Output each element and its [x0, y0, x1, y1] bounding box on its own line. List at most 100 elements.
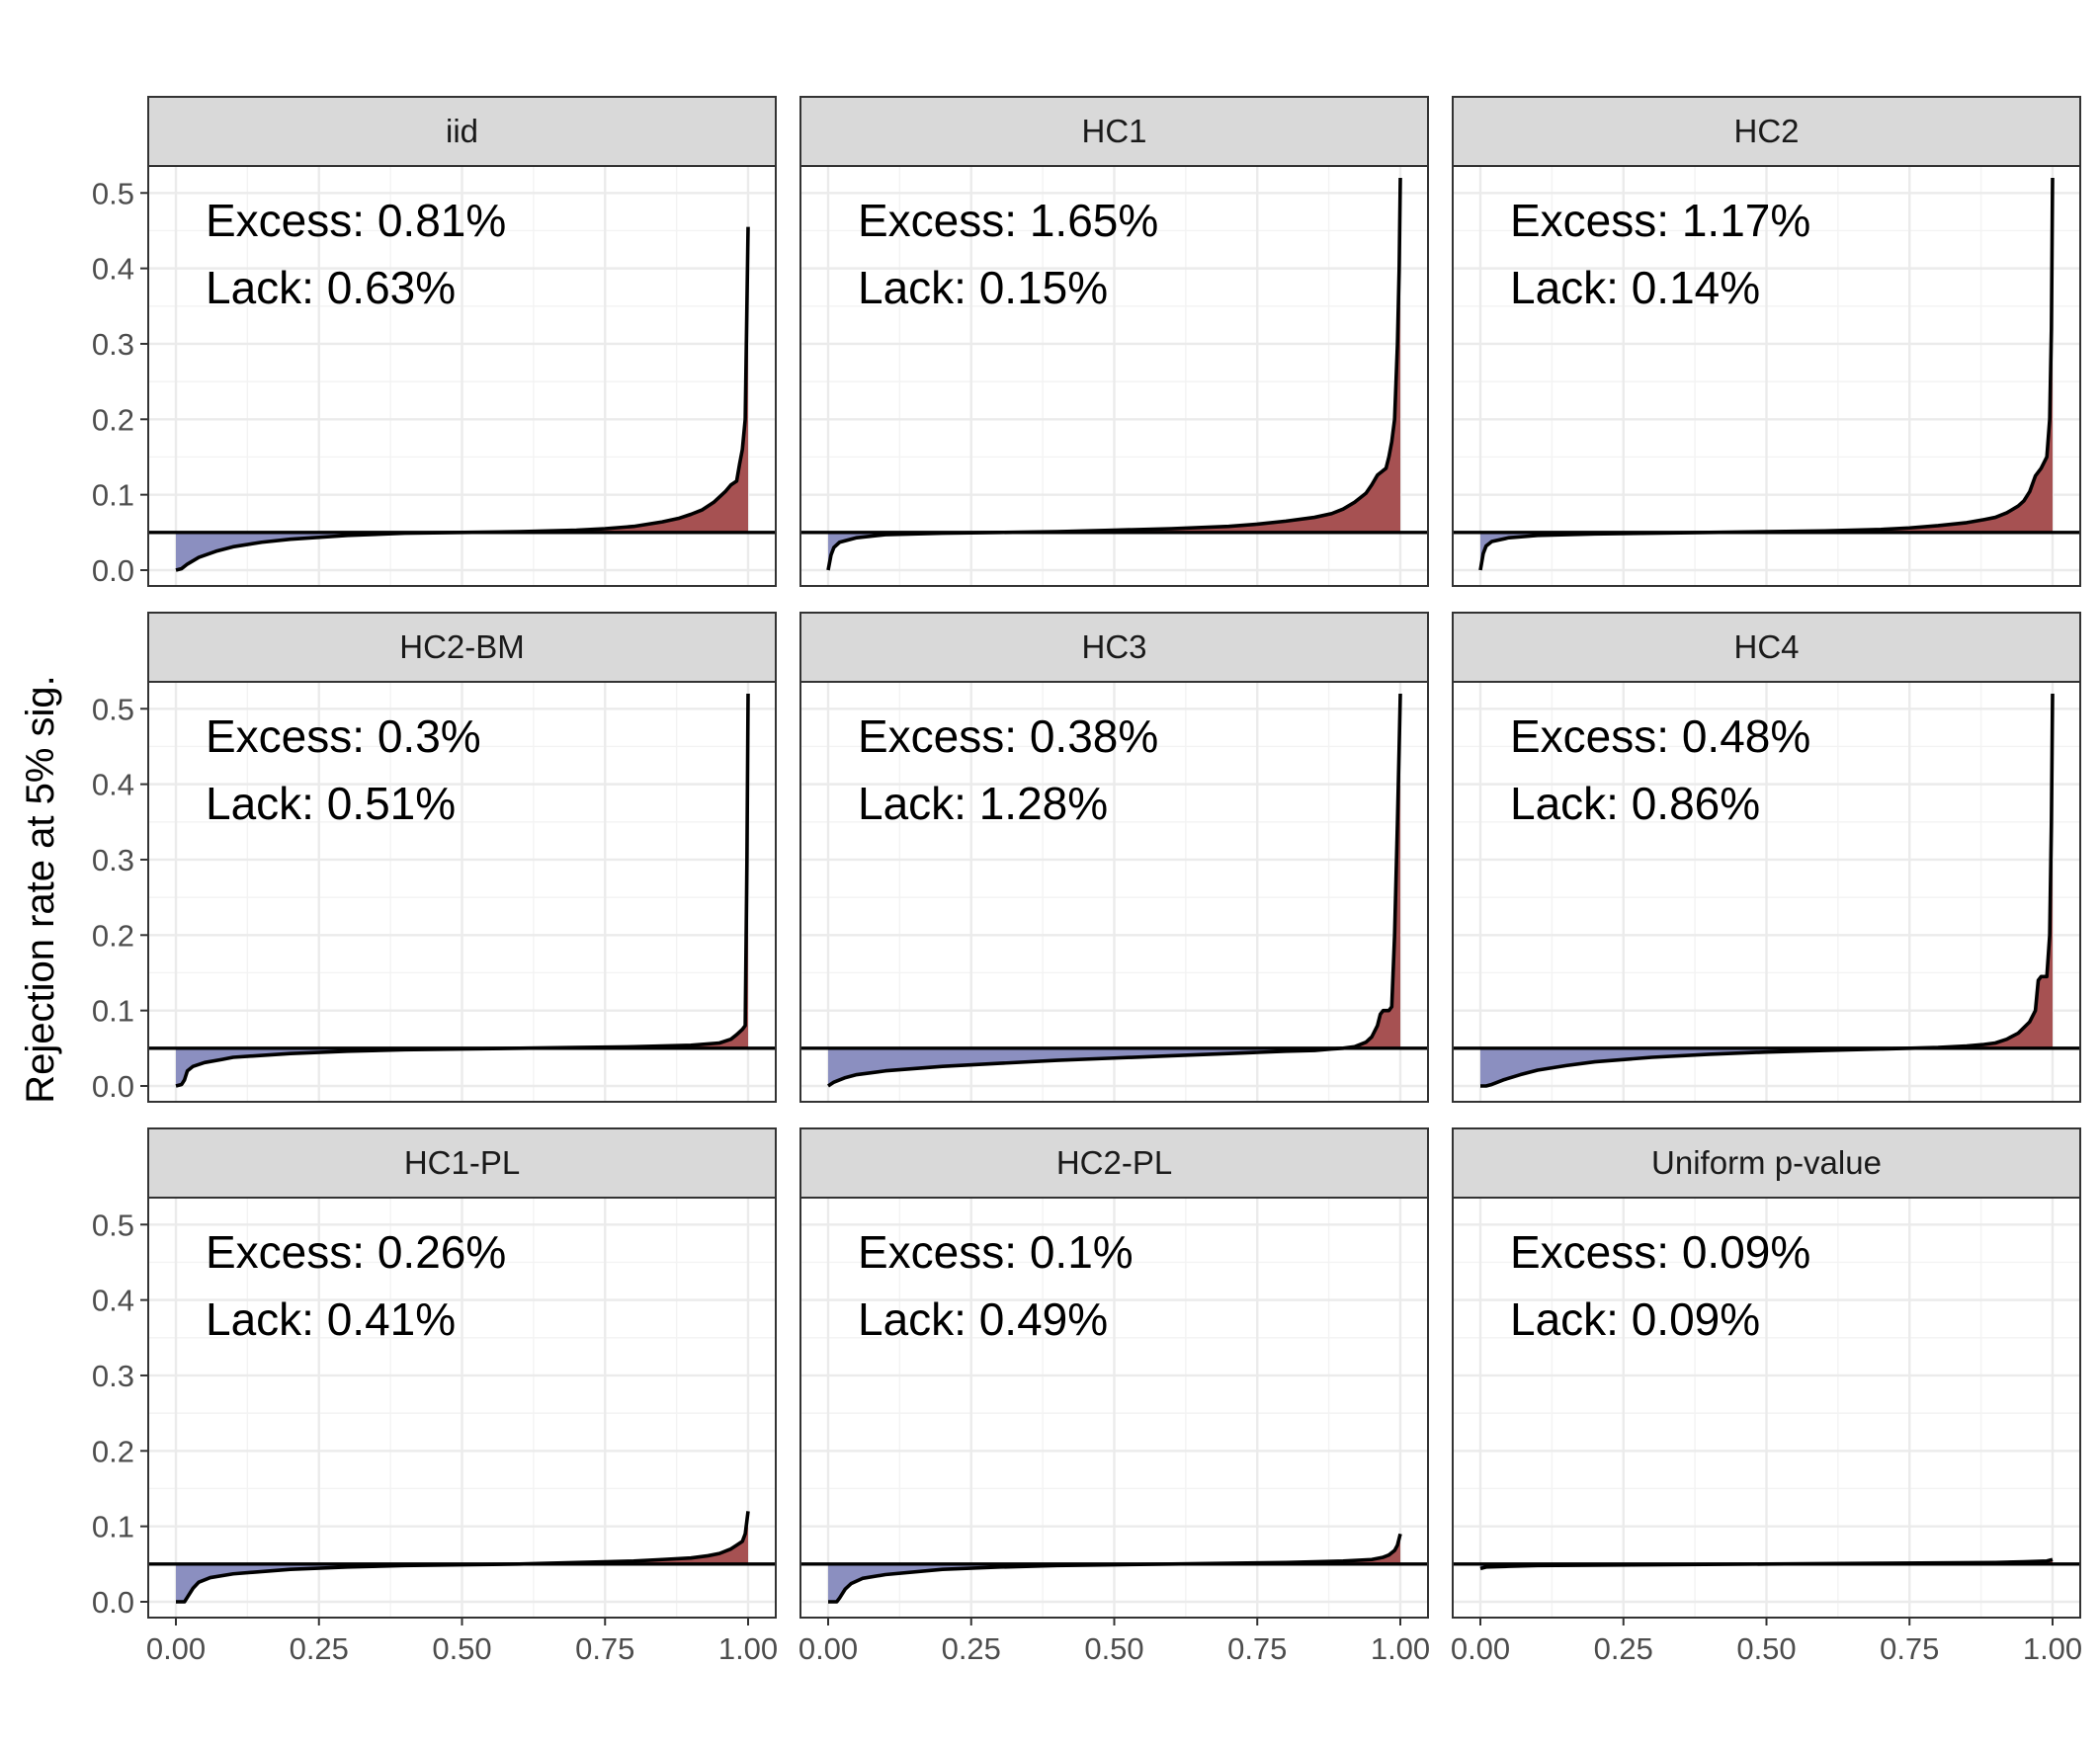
panel-hc3: HC3 Excess: 0.38% Lack: 1.28% — [799, 612, 1429, 1103]
y-tick-label: 0.3 — [92, 327, 134, 362]
panel-iid: iid Excess: 0.81% Lack: 0.63% 0.0 0.1 0.2 0.3 0… — [92, 96, 777, 588]
excess-area — [462, 226, 748, 533]
y-tick-label: 0.5 — [92, 692, 134, 726]
panel-hc1-pl: HC1-PL Excess: 0.26% Lack: 0.41% 0.0 0.1 0.2 0… — [92, 1127, 778, 1666]
x-tick-label: 1.00 — [1371, 1631, 1430, 1666]
lack-annotation: Lack: 0.49% — [858, 1293, 1108, 1345]
y-tick-label: 0.2 — [92, 918, 134, 953]
lack-area — [1480, 532, 1710, 570]
lack-area — [1480, 1047, 1882, 1086]
facet-strip — [1452, 96, 2081, 167]
panel-border — [1452, 165, 2081, 587]
facet-strip — [147, 612, 777, 683]
x-tick-label: 0.25 — [942, 1631, 1001, 1666]
excess-annotation: Excess: 0.3% — [206, 710, 481, 762]
y-tick-label: 0.1 — [92, 994, 134, 1029]
rejection-rate-curve — [1478, 177, 2055, 571]
facet-strip-label: Uniform p-value — [1651, 1144, 1882, 1181]
lack-annotation: Lack: 0.63% — [206, 262, 456, 313]
facet-strip-label: HC4 — [1733, 628, 1799, 665]
rejection-rate-curve — [1479, 1557, 2054, 1571]
rejection-rate-curve — [827, 693, 1402, 1088]
y-tick-label: 0.0 — [92, 1585, 134, 1620]
excess-area — [1938, 694, 2053, 1048]
excess-annotation: Excess: 0.1% — [858, 1226, 1134, 1278]
facet-strip-label: HC2-PL — [1056, 1144, 1172, 1181]
panel-border — [147, 165, 777, 587]
lack-area — [176, 1047, 520, 1086]
lack-annotation: Lack: 1.28% — [858, 778, 1108, 829]
y-tick-label: 0.5 — [92, 176, 134, 210]
panel-border — [799, 165, 1429, 587]
lack-area — [176, 532, 462, 570]
x-tick-label: 0.00 — [146, 1631, 206, 1666]
lack-annotation: Lack: 0.14% — [1510, 262, 1760, 313]
excess-area — [519, 1511, 748, 1564]
lack-annotation: Lack: 0.86% — [1510, 778, 1760, 829]
excess-annotation: Excess: 0.48% — [1510, 710, 1810, 762]
y-tick-label: 0.4 — [92, 252, 134, 287]
x-tick-label: 0.25 — [1594, 1631, 1653, 1666]
excess-annotation: Excess: 1.65% — [858, 195, 1158, 246]
facet-panels: iid Excess: 0.81% Lack: 0.63% 0.0 0.1 0.2 0.3 0… — [92, 96, 2082, 1666]
rejection-rate-curve — [176, 1511, 750, 1604]
gridlines — [800, 166, 1428, 586]
rejection-rate-curve — [1480, 693, 2055, 1088]
y-axis-title: Rejection rate at 5% sig. — [19, 675, 62, 1104]
x-tick-label: 0.25 — [290, 1631, 349, 1666]
lack-annotation: Lack: 0.09% — [1510, 1293, 1760, 1345]
panel-hc2-pl: HC2-PL Excess: 0.1% Lack: 0.49% 0.00 0.25 0.5… — [798, 1127, 1430, 1666]
rejection-rate-curve — [175, 226, 750, 572]
gridlines — [148, 1198, 776, 1618]
excess-annotation: Excess: 0.81% — [206, 195, 506, 246]
x-tick-label: 0.50 — [1084, 1631, 1143, 1666]
gridlines — [1453, 166, 2080, 586]
facet-strip-label: iid — [446, 113, 478, 149]
gridlines — [1453, 682, 2080, 1102]
gridlines — [800, 1198, 1428, 1618]
excess-annotation: Excess: 0.26% — [206, 1226, 506, 1278]
x-tick-label: 0.50 — [432, 1631, 491, 1666]
x-tick-label: 0.75 — [1880, 1631, 1939, 1666]
y-tick-label: 0.2 — [92, 402, 134, 437]
y-tick-label: 0.4 — [92, 768, 134, 802]
x-tick-label: 0.50 — [1736, 1631, 1796, 1666]
rejection-rate-curve — [828, 1533, 1402, 1604]
excess-area — [1343, 694, 1400, 1048]
gridlines — [148, 682, 776, 1102]
y-tick-label: 0.4 — [92, 1284, 134, 1318]
facet-strip-label: HC1-PL — [404, 1144, 520, 1181]
lack-annotation: Lack: 0.51% — [206, 778, 456, 829]
panel-hc1: HC1 Excess: 1.65% Lack: 0.15% — [799, 96, 1429, 587]
excess-annotation: Excess: 0.09% — [1510, 1226, 1810, 1278]
x-tick-label: 0.00 — [798, 1631, 858, 1666]
lack-area — [828, 1563, 1172, 1602]
x-tick-label: 0.00 — [1451, 1631, 1510, 1666]
y-tick-label: 0.1 — [92, 1510, 134, 1544]
facet-strip — [1452, 612, 2081, 683]
panel-border — [147, 681, 777, 1103]
excess-annotation: Excess: 0.38% — [858, 710, 1158, 762]
facet-strip — [799, 96, 1429, 167]
facet-strip — [799, 1127, 1429, 1199]
panel-border — [799, 681, 1429, 1103]
panel-hc2: HC2 Excess: 1.17% Lack: 0.14% — [1452, 96, 2081, 587]
x-tick-label: 0.75 — [575, 1631, 634, 1666]
y-tick-label: 0.1 — [92, 478, 134, 513]
facet-strip-label: HC2 — [1733, 113, 1799, 149]
facet-strip — [147, 96, 777, 167]
lack-annotation: Lack: 0.15% — [858, 262, 1108, 313]
lack-area — [828, 1047, 1344, 1086]
excess-annotation: Excess: 1.17% — [1510, 195, 1810, 246]
y-tick-label: 0.3 — [92, 843, 134, 877]
x-tick-label: 1.00 — [2023, 1631, 2082, 1666]
x-tick-label: 0.75 — [1227, 1631, 1287, 1666]
y-tick-label: 0.5 — [92, 1208, 134, 1242]
lack-area — [828, 532, 1000, 570]
panel-hc4: HC4 Excess: 0.48% Lack: 0.86% — [1452, 612, 2081, 1103]
y-tick-label: 0.3 — [92, 1359, 134, 1393]
panel-uniform-p-value: Uniform p-value Excess: 0.09% Lack: 0.09% 0… — [1451, 1127, 2082, 1666]
rejection-rate-curve — [826, 177, 1402, 571]
x-tick-label: 1.00 — [718, 1631, 778, 1666]
